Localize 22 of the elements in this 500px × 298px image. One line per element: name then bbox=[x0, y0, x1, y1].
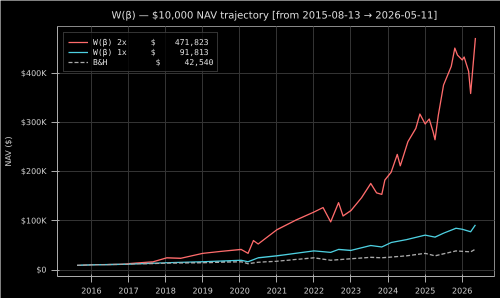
x-tick-label: 2021 bbox=[266, 286, 288, 296]
y-tick-label: $0 bbox=[36, 266, 47, 275]
x-tick-label: 2022 bbox=[304, 286, 324, 296]
legend-label: B&H $ 42,540 bbox=[93, 57, 214, 67]
y-tick-label: $400K bbox=[20, 68, 48, 78]
y-axis-title: NAV ($) bbox=[4, 136, 13, 167]
chart-title: W(β) — $10,000 NAV trajectory [from 2015-08-13 → 2026-05-11] bbox=[112, 10, 438, 22]
x-tick-label: 2020 bbox=[230, 286, 250, 296]
y-tick-label: $100K bbox=[20, 216, 48, 226]
x-tick-label: 2019 bbox=[192, 286, 213, 296]
x-tick-label: 2025 bbox=[414, 286, 436, 296]
y-tick-label: $300K bbox=[20, 118, 48, 127]
x-tick-label: 2024 bbox=[378, 286, 398, 296]
line-series bbox=[76, 248, 476, 266]
x-tick-label: 2026 bbox=[452, 286, 472, 296]
legend-label: W(β) 1x $ 91,813 bbox=[93, 47, 209, 57]
y-tick-label: $200K bbox=[20, 167, 48, 176]
x-tick-label: 2016 bbox=[81, 286, 102, 296]
legend-label: W(β) 2x $ 471,823 bbox=[93, 37, 209, 47]
x-tick-label: 2018 bbox=[155, 286, 176, 296]
x-tick-label: 2023 bbox=[340, 286, 362, 296]
x-tick-label: 2017 bbox=[118, 286, 139, 296]
